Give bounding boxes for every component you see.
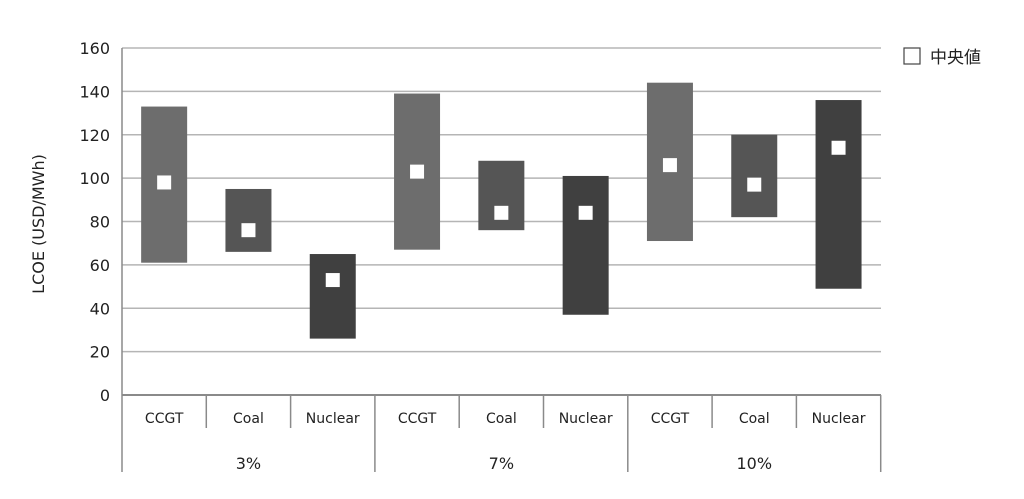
median-marker	[157, 175, 172, 190]
y-axis-ticks: 0 20 40 60 80 100 120 140 160	[79, 39, 110, 405]
range-bar	[309, 254, 356, 339]
x-category-label: Coal	[233, 411, 264, 427]
y-tick-label: 100	[79, 169, 110, 188]
y-tick-label: 80	[90, 213, 110, 232]
median-marker	[662, 158, 677, 173]
median-marker	[410, 164, 425, 179]
median-marker	[325, 273, 340, 288]
legend-median-swatch	[903, 47, 921, 65]
range-bar	[731, 134, 778, 218]
median-marker	[494, 205, 509, 220]
range-bars	[141, 82, 862, 339]
x-category-label: CCGT	[145, 411, 184, 427]
range-bar	[815, 100, 862, 289]
x-category-label: Nuclear	[812, 411, 866, 427]
median-marker	[747, 177, 762, 192]
median-markers	[157, 140, 846, 288]
median-marker	[578, 205, 593, 220]
x-category-label: Coal	[739, 411, 770, 427]
x-axis: CCGT Coal Nuclear 3% CCGT Coal Nuclear 7% CCGT Co…	[121, 395, 882, 473]
range-bar	[225, 188, 272, 252]
y-tick-label: 160	[79, 39, 110, 58]
y-tick-label: 140	[79, 82, 110, 101]
y-axis-label: LCOE (USD/MWh)	[29, 154, 48, 294]
x-category-label: Coal	[486, 411, 517, 427]
x-category-label: Nuclear	[559, 411, 613, 427]
y-tick-label: 120	[79, 126, 110, 145]
range-bar	[562, 175, 609, 315]
x-category-label: Nuclear	[306, 411, 360, 427]
y-tick-label: 0	[100, 386, 110, 405]
median-marker	[241, 223, 256, 238]
y-tick-label: 40	[90, 299, 110, 318]
x-group-label: 7%	[489, 454, 514, 473]
y-tick-label: 20	[90, 343, 110, 362]
x-category-label: CCGT	[398, 411, 437, 427]
legend: 中央値	[903, 47, 981, 68]
y-tick-label: 60	[90, 256, 110, 275]
x-category-label: CCGT	[651, 411, 690, 427]
median-marker	[831, 140, 846, 155]
legend-median-label: 中央値	[930, 48, 981, 68]
x-group-label: 10%	[736, 454, 772, 473]
x-group-label: 3%	[236, 454, 261, 473]
